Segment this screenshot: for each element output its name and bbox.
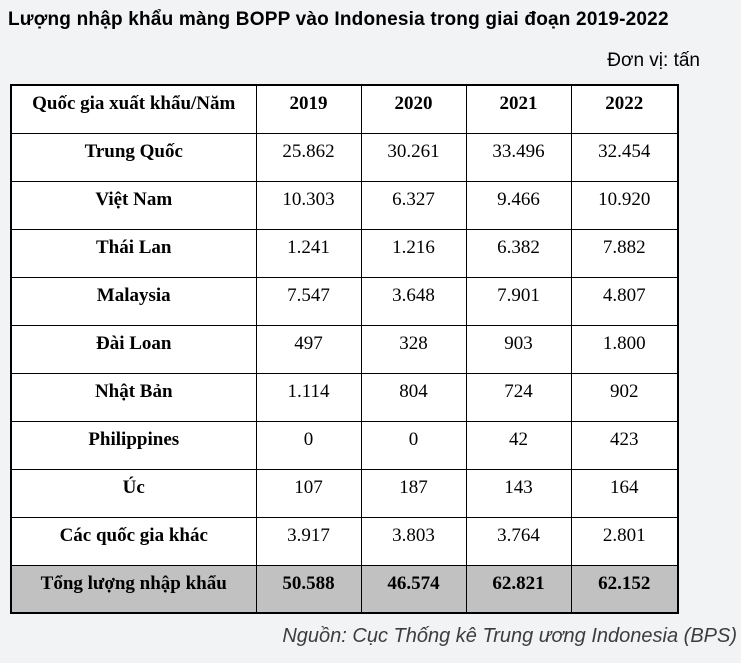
- cell-value: 497: [255, 324, 362, 374]
- row-label-viet-nam: Việt Nam: [10, 180, 257, 230]
- cell-value: 107: [255, 468, 362, 518]
- row-label-dai-loan: Đài Loan: [10, 324, 257, 374]
- total-row-label: Tổng lượng nhập khẩu: [10, 564, 257, 614]
- cell-value: 32.454: [570, 132, 679, 182]
- cell-value: 187: [360, 468, 467, 518]
- cell-value: 164: [570, 468, 679, 518]
- source-caption: Nguồn: Cục Thống kê Trung ương Indonesia…: [282, 625, 737, 647]
- total-cell-value: 50.588: [255, 564, 362, 614]
- cell-value: 9.466: [465, 180, 572, 230]
- cell-value: 7.901: [465, 276, 572, 326]
- cell-value: 7.882: [570, 228, 679, 278]
- cell-value: 328: [360, 324, 467, 374]
- table-row: Philippines 0 0 42 423: [10, 420, 679, 470]
- cell-value: 0: [360, 420, 467, 470]
- row-label-thai-lan: Thái Lan: [10, 228, 257, 278]
- cell-value: 10.303: [255, 180, 362, 230]
- table-total-row: Tổng lượng nhập khẩu 50.588 46.574 62.82…: [10, 564, 679, 614]
- cell-value: 30.261: [360, 132, 467, 182]
- cell-value: 1.241: [255, 228, 362, 278]
- cell-value: 6.327: [360, 180, 467, 230]
- total-cell-value: 62.152: [570, 564, 679, 614]
- cell-value: 1.114: [255, 372, 362, 422]
- bopp-import-table: Quốc gia xuất khẩu/Năm 2019 2020 2021 20…: [10, 84, 679, 614]
- cell-value: 42: [465, 420, 572, 470]
- column-header-2022: 2022: [570, 84, 679, 134]
- cell-value: 3.803: [360, 516, 467, 566]
- total-cell-value: 46.574: [360, 564, 467, 614]
- cell-value: 724: [465, 372, 572, 422]
- cell-value: 10.920: [570, 180, 679, 230]
- table-row: Thái Lan 1.241 1.216 6.382 7.882: [10, 228, 679, 278]
- cell-value: 25.862: [255, 132, 362, 182]
- cell-value: 6.382: [465, 228, 572, 278]
- row-label-trung-quoc: Trung Quốc: [10, 132, 257, 182]
- table-row: Đài Loan 497 328 903 1.800: [10, 324, 679, 374]
- row-label-cac-quoc-gia-khac: Các quốc gia khác: [10, 516, 257, 566]
- table-row: Nhật Bản 1.114 804 724 902: [10, 372, 679, 422]
- cell-value: 3.764: [465, 516, 572, 566]
- page-title: Lượng nhập khẩu màng BOPP vào Indonesia …: [8, 9, 669, 30]
- row-label-nhat-ban: Nhật Bản: [10, 372, 257, 422]
- cell-value: 4.807: [570, 276, 679, 326]
- column-header-country: Quốc gia xuất khẩu/Năm: [10, 84, 257, 134]
- table-row: Malaysia 7.547 3.648 7.901 4.807: [10, 276, 679, 326]
- column-header-2019: 2019: [255, 84, 362, 134]
- table-header-row: Quốc gia xuất khẩu/Năm 2019 2020 2021 20…: [10, 84, 679, 134]
- cell-value: 33.496: [465, 132, 572, 182]
- table-row: Úc 107 187 143 164: [10, 468, 679, 518]
- cell-value: 0: [255, 420, 362, 470]
- column-header-2020: 2020: [360, 84, 467, 134]
- cell-value: 3.648: [360, 276, 467, 326]
- row-label-philippines: Philippines: [10, 420, 257, 470]
- column-header-2021: 2021: [465, 84, 572, 134]
- cell-value: 3.917: [255, 516, 362, 566]
- cell-value: 1.216: [360, 228, 467, 278]
- row-label-uc: Úc: [10, 468, 257, 518]
- cell-value: 902: [570, 372, 679, 422]
- table-row: Việt Nam 10.303 6.327 9.466 10.920: [10, 180, 679, 230]
- cell-value: 143: [465, 468, 572, 518]
- table-row: Trung Quốc 25.862 30.261 33.496 32.454: [10, 132, 679, 182]
- cell-value: 903: [465, 324, 572, 374]
- cell-value: 804: [360, 372, 467, 422]
- cell-value: 423: [570, 420, 679, 470]
- cell-value: 7.547: [255, 276, 362, 326]
- cell-value: 1.800: [570, 324, 679, 374]
- cell-value: 2.801: [570, 516, 679, 566]
- row-label-malaysia: Malaysia: [10, 276, 257, 326]
- table-row: Các quốc gia khác 3.917 3.803 3.764 2.80…: [10, 516, 679, 566]
- unit-label: Đơn vị: tấn: [607, 50, 700, 71]
- total-cell-value: 62.821: [465, 564, 572, 614]
